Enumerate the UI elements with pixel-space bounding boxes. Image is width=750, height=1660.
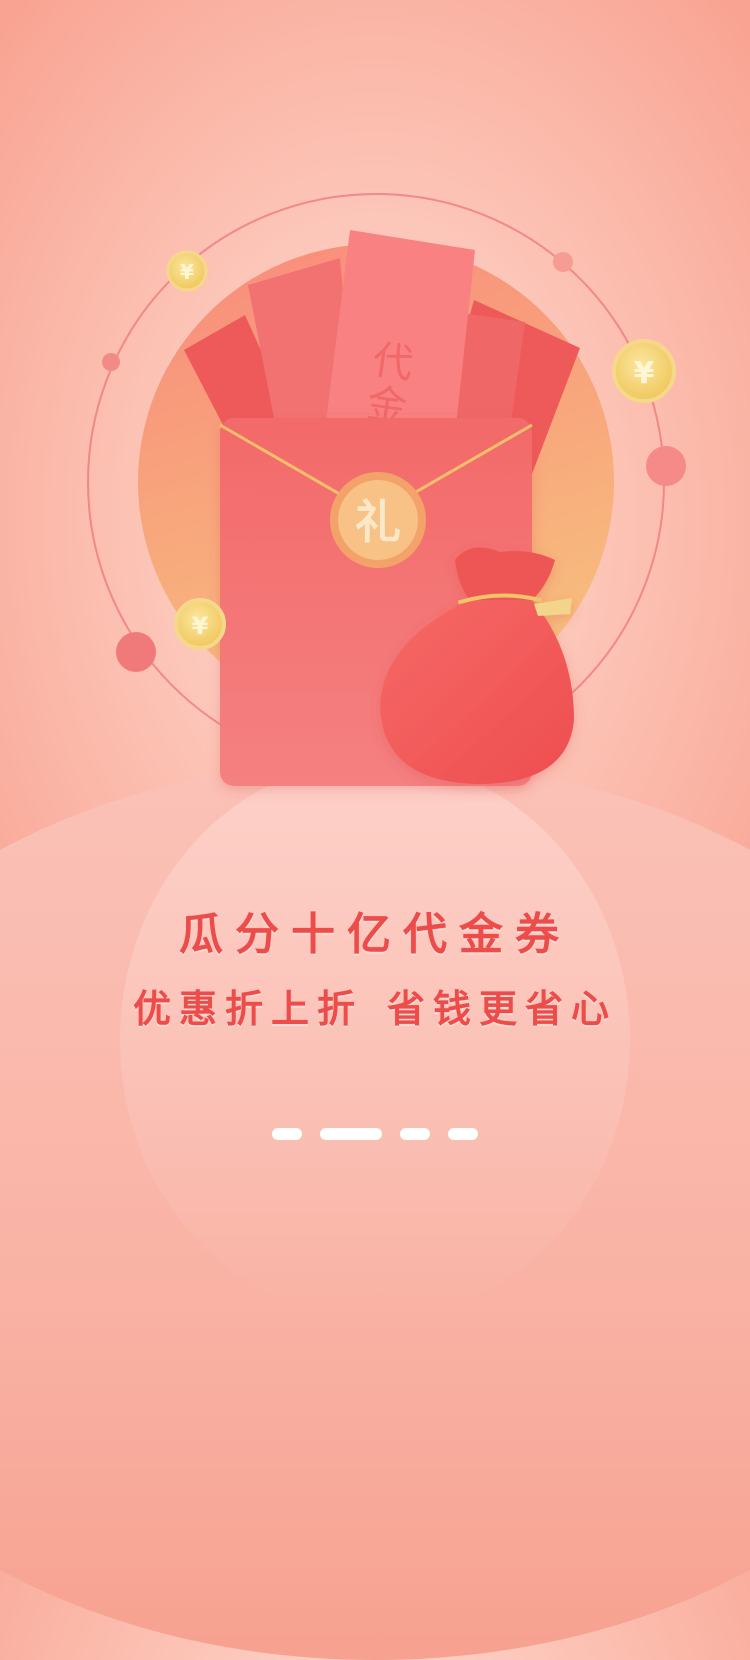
headline-subtitle: 优惠折上折 省钱更省心 [0, 978, 750, 1033]
coin-icon: ¥ [174, 598, 226, 650]
money-bag-icon [380, 547, 574, 784]
svg-text:¥: ¥ [192, 612, 209, 640]
orbit-dot [116, 632, 156, 672]
red-envelope-illustration: 代金券 礼 ¥ ¥ ¥ [87, 193, 686, 786]
page-dot-1[interactable] [272, 1128, 302, 1140]
page-dot-4[interactable] [448, 1128, 478, 1140]
headline-title: 瓜分十亿代金券 [179, 909, 571, 960]
subtitle-left: 优惠折上折 [132, 986, 363, 1031]
svg-text:¥: ¥ [634, 356, 655, 391]
coin-icon: ¥ [612, 339, 676, 403]
svg-text:¥: ¥ [180, 260, 194, 284]
page-dot-2[interactable] [320, 1128, 382, 1140]
coin-icon: ¥ [166, 250, 208, 292]
background-hill-highlight [120, 760, 630, 1320]
page-dot-3[interactable] [400, 1128, 430, 1140]
page-indicator [0, 1128, 750, 1140]
orbit-dot [102, 353, 120, 371]
subtitle-right: 省钱更省心 [387, 986, 618, 1031]
orbit-dot [553, 252, 573, 272]
orbit-dot [646, 446, 686, 486]
seal-text: 礼 [355, 495, 401, 549]
